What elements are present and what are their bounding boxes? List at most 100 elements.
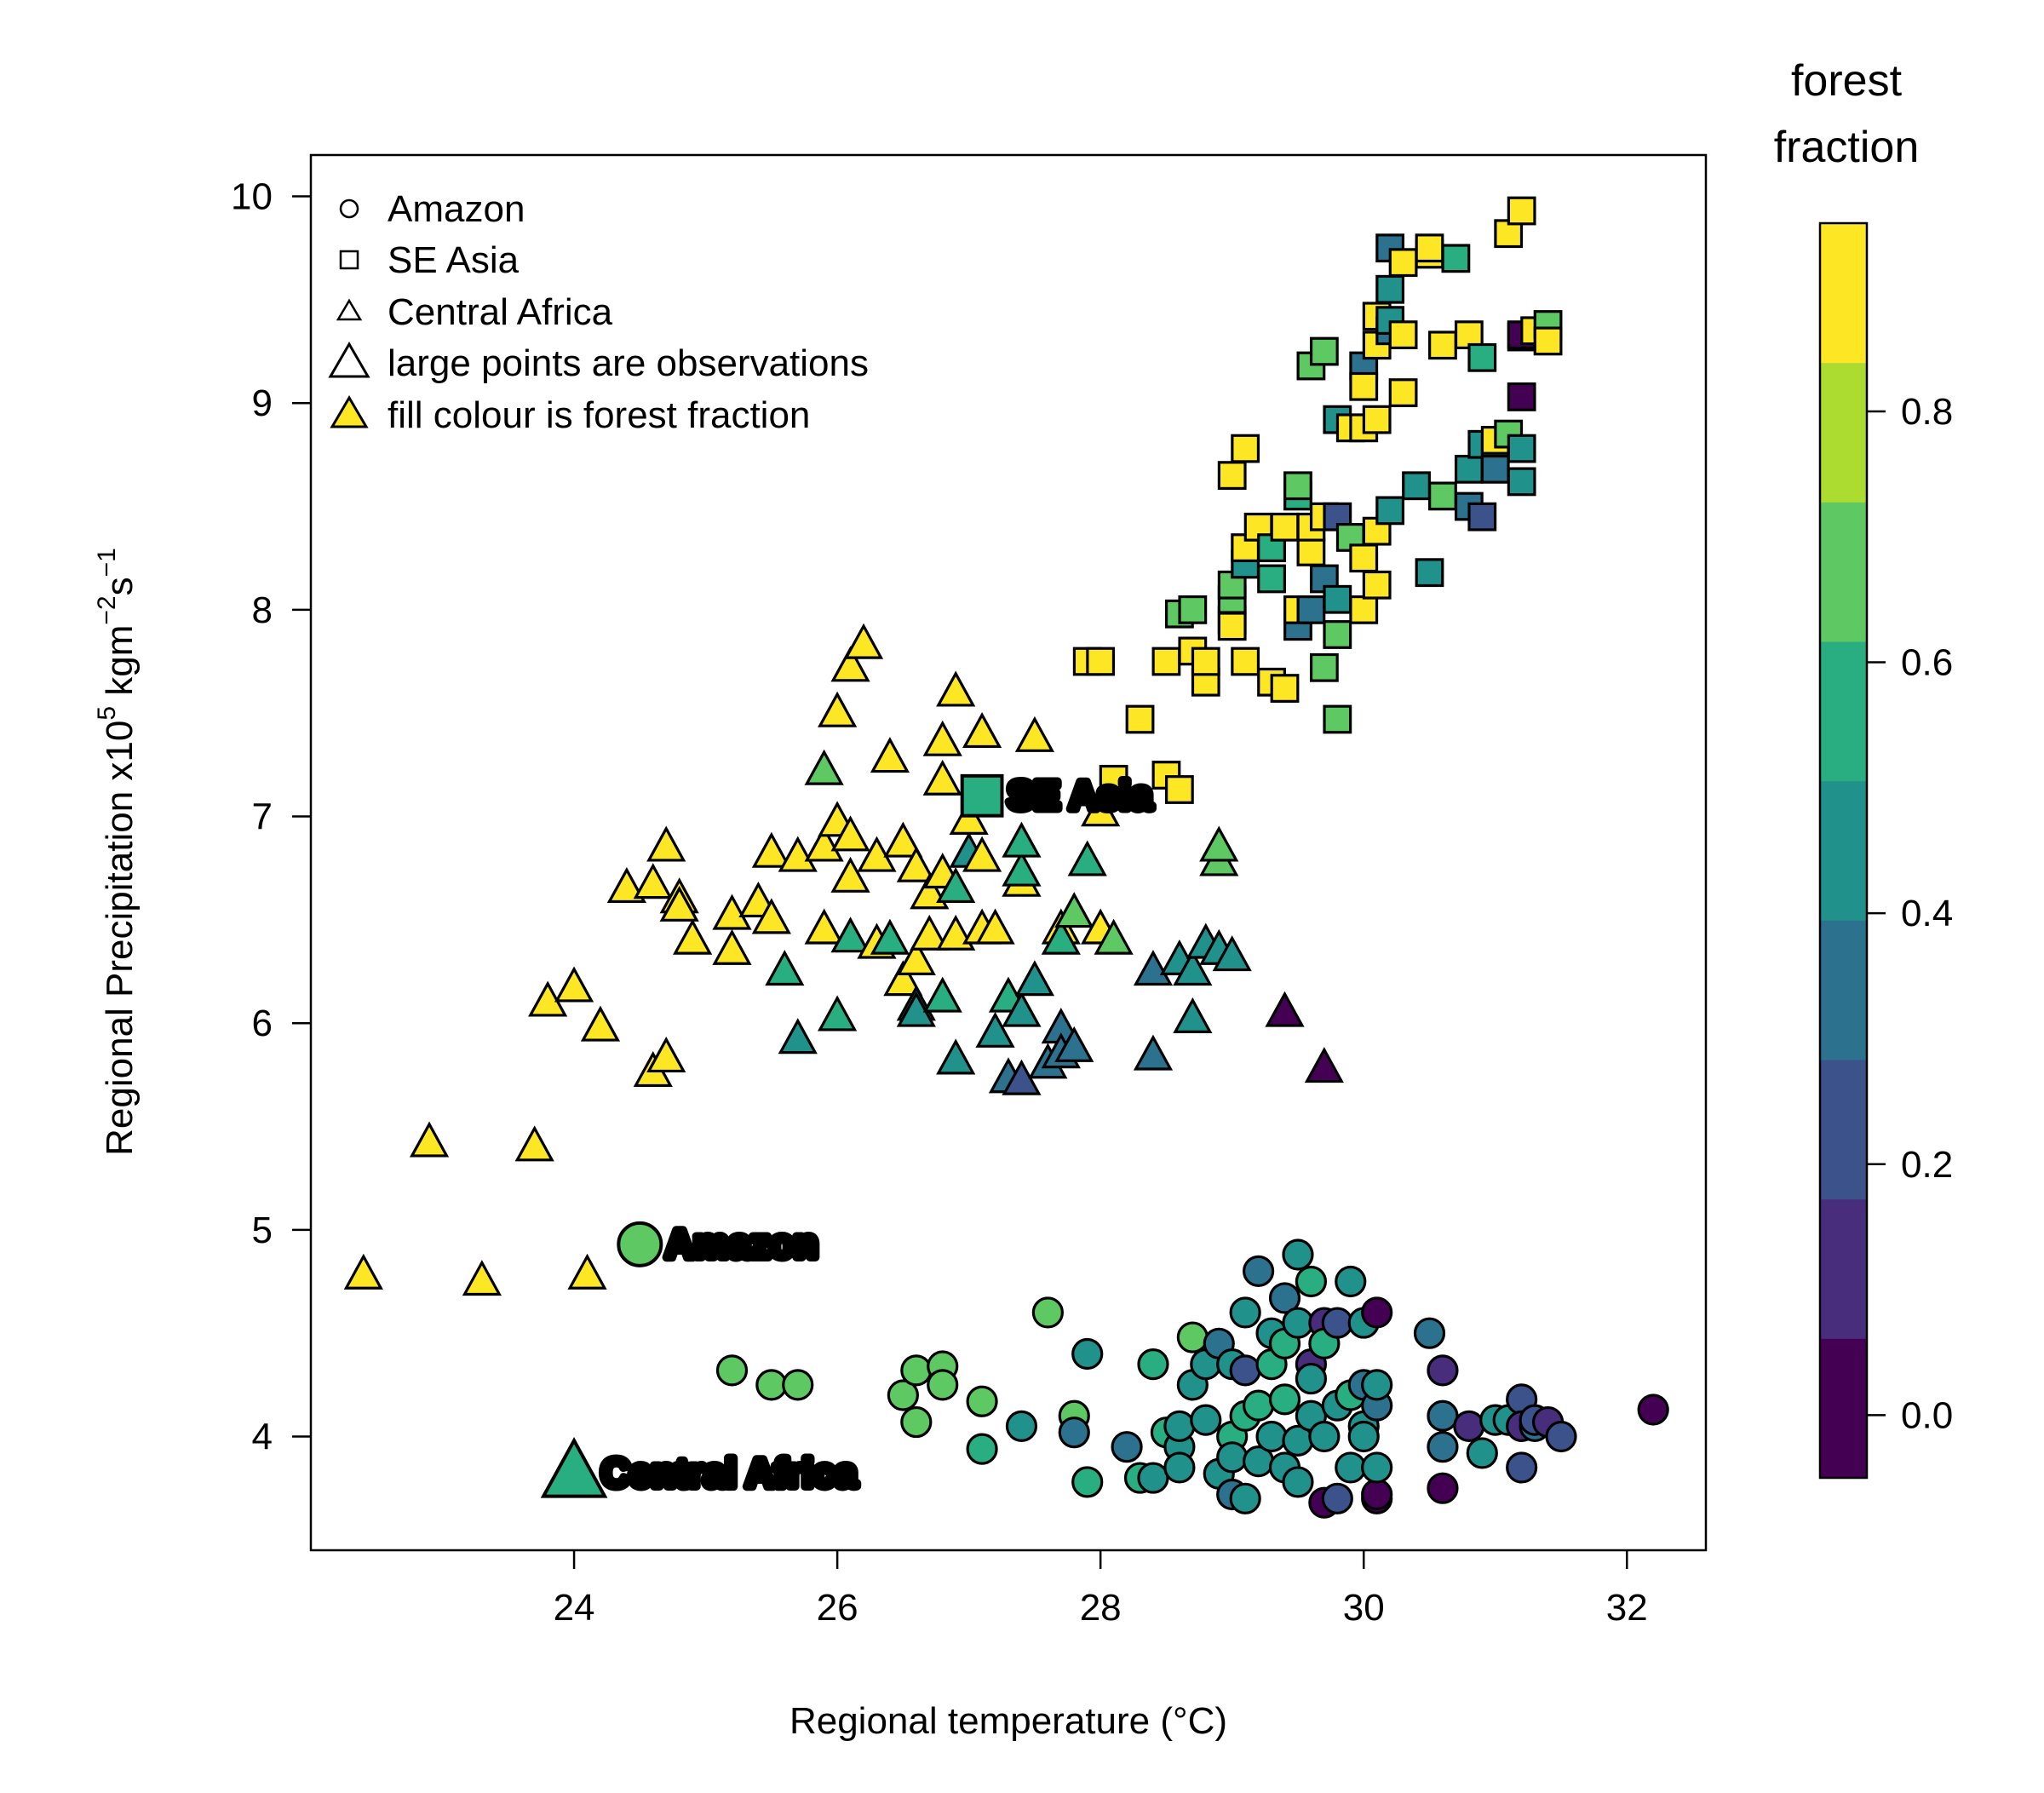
data-point-triangle [962,836,1002,872]
colorbar-tick-label: 0.0 [1901,1394,1953,1436]
data-point-square [1151,647,1181,676]
legend-entry: SE Asia [339,239,520,281]
x-tick-label: 32 [1606,1587,1648,1629]
observation-label: Central Africa [601,1451,857,1495]
data-point-square [1415,558,1444,588]
data-point-square [1217,612,1247,641]
data-point-circle [1216,1441,1249,1474]
y-axis: 4 5 6 7 8 9 10 [231,176,311,1458]
data-point-circle [1282,1307,1314,1339]
data-point-circle [1545,1420,1577,1453]
data-point-triangle [804,825,844,862]
legend-label: large points are observations [388,342,869,384]
data-point-circle [1361,1451,1393,1484]
data-point-square [1454,454,1484,484]
data-point-square [1231,647,1260,676]
data-point-triangle [883,821,923,858]
data-point-circle [1229,1482,1261,1514]
data-point-square [1309,652,1339,682]
data-point-triangle [818,995,858,1032]
data-point-triangle [975,1011,1015,1048]
data-point-circle [1243,1255,1275,1288]
data-point-triangle [673,918,713,955]
data-point-circle [1005,1410,1038,1443]
data-point-triangle [1173,950,1213,986]
data-point-triangle [1133,1034,1174,1071]
series-square [1072,196,1563,804]
data-point-circle [1335,1451,1367,1484]
data-point-triangle [580,1005,621,1042]
data-point-circle [1176,1321,1209,1353]
data-point-square [1441,244,1471,273]
data-point-triangle [1304,1047,1344,1083]
data-point-triangle [949,798,989,835]
legend-large-triangle-marker [328,342,370,378]
data-point-triangle [922,759,962,796]
data-point-circle [1308,1420,1341,1453]
x-tick-label: 30 [1343,1587,1385,1629]
points-layer [343,196,1669,1519]
data-point-square [1428,330,1457,360]
observation-marker [617,1221,663,1267]
data-point-triangle [936,867,976,904]
data-point-triangle [646,1036,686,1073]
data-point-triangle [1002,991,1042,1027]
observation-label: SE Asia [1008,773,1152,817]
data-point-triangle [1081,790,1121,827]
data-point-triangle [1054,892,1094,928]
data-point-triangle [870,737,910,773]
data-point-circle [1361,1478,1393,1511]
y-axis-title-unit2: s [99,577,141,595]
data-point-circle [1453,1410,1485,1443]
legend-triangle-marker [336,298,363,321]
y-axis-title-unit: kgm [99,625,141,706]
data-point-triangle [633,863,673,899]
data-point-circle [1427,1354,1459,1387]
plot-frame [309,153,1708,1552]
observation-label: Amazon [665,1221,818,1266]
data-point-circle [1321,1307,1353,1339]
legend-filled-triangle-marker [330,395,369,428]
y-tick-label: 5 [252,1210,273,1251]
data-point-triangle [1041,918,1081,955]
data-point-triangle [1014,960,1055,997]
data-point-triangle [765,950,805,986]
x-axis-title: Regional temperature (°C) [789,1700,1227,1742]
legend-entry: fill colour is forest fraction [330,394,810,436]
y-tick-label: 9 [252,382,273,424]
data-point-triangle [830,917,870,953]
data-point-square [1323,584,1352,614]
colorbar-tick-label: 0.6 [1901,642,1953,684]
data-point-circle [1427,1431,1459,1463]
y-axis-title-exp3: −1 [93,548,121,577]
data-point-square [1296,595,1326,624]
data-point-circle [966,1433,998,1465]
y-tick-label: 4 [252,1417,273,1458]
data-point-triangle [830,815,870,852]
y-tick-label: 8 [252,589,273,631]
data-point-triangle [712,894,752,930]
data-point-square [1270,674,1300,703]
data-point-square [1507,467,1536,497]
data-point-circle [1427,1472,1459,1504]
series-circle [715,1238,1669,1519]
colorbar-tick-label: 0.8 [1901,391,1953,433]
data-point-circle [1229,1354,1261,1387]
colorbar-segment [1820,502,1867,642]
data-point-circle [1190,1404,1222,1436]
data-point-triangle [778,1018,818,1055]
data-point-triangle [936,1038,976,1075]
data-point-triangle [1133,950,1174,986]
data-point-square [1362,405,1392,434]
colorbar-title-line2: fraction [1774,123,1920,172]
data-point-square [1178,595,1208,624]
data-point-triangle [896,846,936,882]
data-point-square [1099,764,1128,794]
data-point-square [1388,248,1418,278]
data-point-triangle [1002,850,1042,887]
data-point-circle [1321,1482,1353,1514]
data-point-square [1388,378,1418,407]
data-point-square [1323,620,1352,649]
data-point-triangle [975,908,1015,945]
